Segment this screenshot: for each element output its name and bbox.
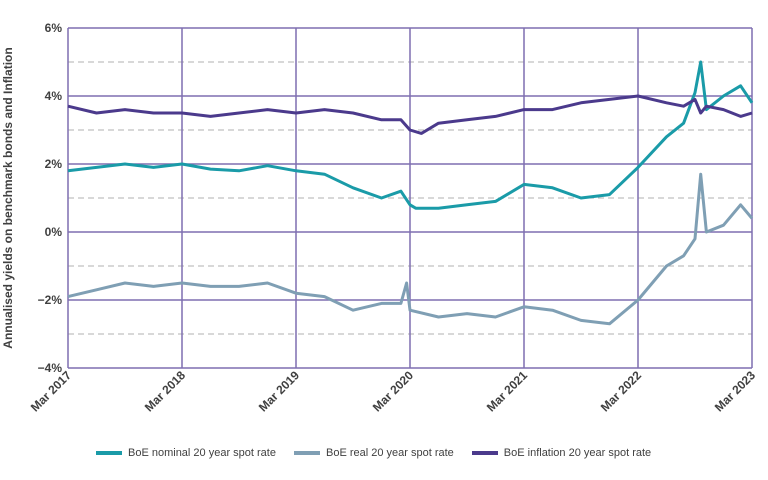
series-line-real [67, 172, 754, 326]
y-axis-ticks: 6% 4% 2% 0% −2% −4% [38, 21, 63, 375]
x-tick-label: Mar 2018 [142, 368, 188, 414]
legend: BoE nominal 20 year spot rate BoE real 2… [96, 447, 651, 459]
series-line-nominal [67, 60, 754, 210]
x-tick-label: Mar 2023 [712, 368, 758, 414]
x-tick-label: Mar 2022 [598, 368, 644, 414]
x-tick-label: Mar 2020 [370, 368, 416, 414]
y-axis-label: Annualised yields on benchmark bonds and… [1, 47, 15, 348]
legend-label-inflation: BoE inflation 20 year spot rate [503, 447, 652, 459]
legend-swatch-nominal [96, 451, 122, 455]
legend-label-nominal: BoE nominal 20 year spot rate [128, 447, 276, 459]
y-tick-label: 4% [45, 89, 63, 103]
x-tick-label: Mar 2021 [484, 368, 530, 414]
legend-swatch-inflation [471, 451, 498, 455]
x-tick-label: Mar 2019 [256, 368, 302, 414]
y-tick-label: 6% [45, 21, 63, 35]
y-tick-label: −2% [38, 293, 63, 307]
legend-item-real: BoE real 20 year spot rate [293, 447, 454, 459]
y-tick-label: 2% [45, 157, 63, 171]
legend-swatch-real [293, 451, 320, 455]
series-lines [67, 60, 754, 326]
legend-item-nominal: BoE nominal 20 year spot rate [96, 447, 276, 459]
grid [67, 27, 753, 369]
x-axis-ticks: Mar 2017 Mar 2018 Mar 2019 Mar 2020 Mar 2021… [28, 368, 758, 414]
legend-item-inflation: BoE inflation 20 year spot rate [471, 447, 652, 459]
legend-label-real: BoE real 20 year spot rate [325, 447, 454, 459]
series-line-inflation [67, 94, 753, 135]
y-tick-label: −4% [38, 361, 63, 375]
y-tick-label: 0% [45, 225, 63, 239]
